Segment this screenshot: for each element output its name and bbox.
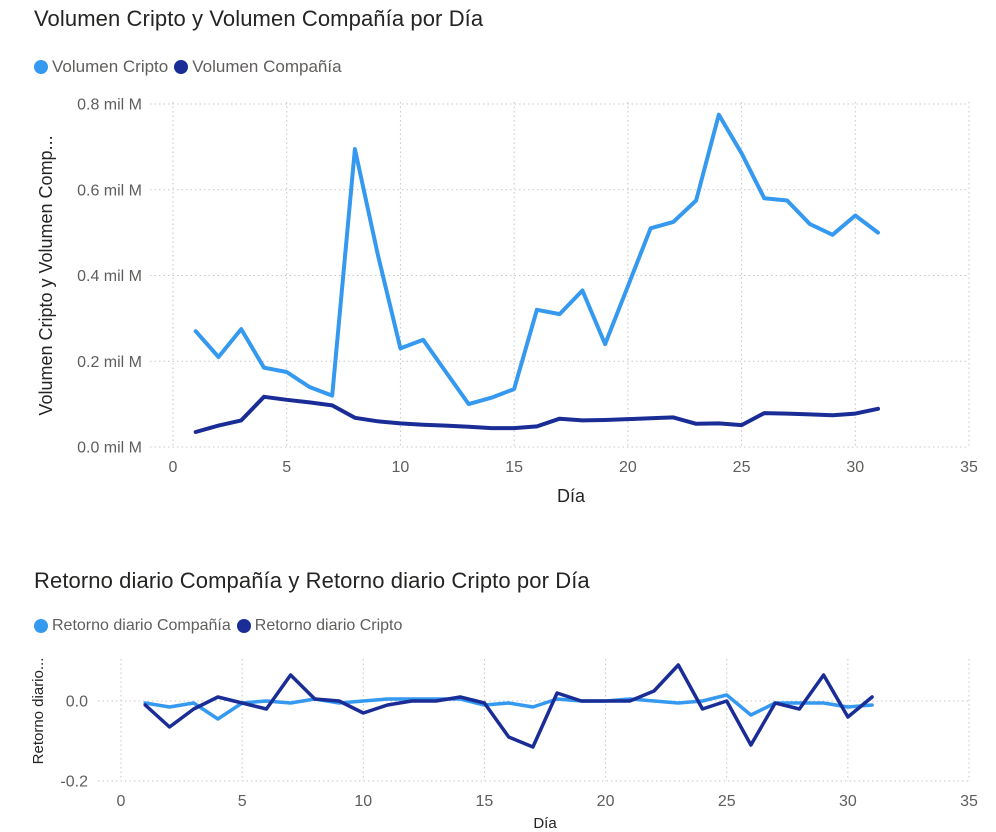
volume-line-chart[interactable]: 0.0 mil M 0.2 mil M 0.4 mil M 0.6 mil M 0.8 … bbox=[0, 0, 996, 520]
series-line-volumen-compan-a bbox=[193, 394, 880, 434]
x-tick-label: 10 bbox=[392, 459, 410, 476]
legend-item-retorno-cripto[interactable]: Retorno diario Cripto bbox=[236, 617, 403, 635]
legend-item-volumen-cripto[interactable]: Volumen Cripto bbox=[34, 57, 168, 77]
legend-item-volumen-compania[interactable]: Volumen Compañía bbox=[174, 57, 342, 77]
x-tick-label: 20 bbox=[619, 459, 637, 476]
chart-legend: Volumen Cripto Volumen Compañía bbox=[34, 57, 348, 77]
x-tick-label: 0 bbox=[117, 793, 126, 810]
y-axis-title: Retorno diario... bbox=[30, 658, 47, 765]
x-tick-label: 15 bbox=[505, 459, 523, 476]
legend-item-retorno-compania[interactable]: Retorno diario Compañía bbox=[34, 617, 231, 635]
chart-title: Retorno diario Compañía y Retorno diario… bbox=[34, 568, 590, 593]
y-tick-label: 0.0 mil M bbox=[77, 440, 142, 457]
returns-chart-panel: Retorno diario Compañía y Retorno diario… bbox=[0, 560, 996, 832]
chart-legend: Retorno diario Compañía Retorno diario C… bbox=[34, 617, 408, 635]
y-tick-label: 0.4 mil M bbox=[77, 268, 142, 285]
x-tick-label: 5 bbox=[238, 793, 247, 810]
x-tick-label: 15 bbox=[476, 793, 494, 810]
x-axis-title: Día bbox=[533, 815, 557, 832]
series-line-retorno-diario-cripto bbox=[143, 663, 874, 749]
x-axis-title: Día bbox=[557, 486, 586, 506]
x-tick-label: 25 bbox=[718, 793, 736, 810]
legend-label: Volumen Cripto bbox=[52, 57, 169, 76]
returns-line-chart[interactable]: -0.2 0.0 0 5 10 15 20 25 30 35 Día Retorno diario..… bbox=[0, 560, 996, 832]
x-tick-label: 10 bbox=[354, 793, 372, 810]
legend-label: Volumen Compañía bbox=[192, 57, 342, 76]
volume-chart-panel: Volumen Cripto y Volumen Compañía por Dí… bbox=[0, 0, 996, 520]
x-tick-label: 35 bbox=[960, 459, 978, 476]
y-axis-title: Volumen Cripto y Volumen Comp... bbox=[36, 135, 56, 415]
y-tick-label: -0.2 bbox=[60, 774, 88, 791]
x-tick-label: 35 bbox=[960, 793, 978, 810]
x-tick-label: 25 bbox=[733, 459, 751, 476]
series-line-volumen-cripto bbox=[193, 112, 880, 407]
y-tick-label: 0.2 mil M bbox=[77, 354, 142, 371]
chart-title: Volumen Cripto y Volumen Compañía por Dí… bbox=[34, 6, 484, 31]
y-tick-label: 0.0 bbox=[66, 694, 88, 711]
legend-marker-icon bbox=[236, 619, 251, 633]
x-tick-label: 5 bbox=[282, 459, 291, 476]
x-tick-label: 20 bbox=[597, 793, 615, 810]
legend-label: Retorno diario Cripto bbox=[254, 617, 403, 634]
legend-marker-icon bbox=[174, 60, 189, 74]
y-tick-label: 0.8 mil M bbox=[77, 97, 142, 114]
legend-label: Retorno diario Compañía bbox=[52, 617, 231, 634]
legend-marker-icon bbox=[34, 619, 48, 633]
series-line-retorno-diario-compan-a bbox=[143, 693, 874, 721]
x-tick-label: 30 bbox=[839, 793, 857, 810]
legend-marker-icon bbox=[34, 60, 48, 74]
x-tick-label: 30 bbox=[846, 459, 864, 476]
y-tick-label: 0.6 mil M bbox=[77, 182, 142, 199]
x-tick-label: 0 bbox=[169, 459, 178, 476]
